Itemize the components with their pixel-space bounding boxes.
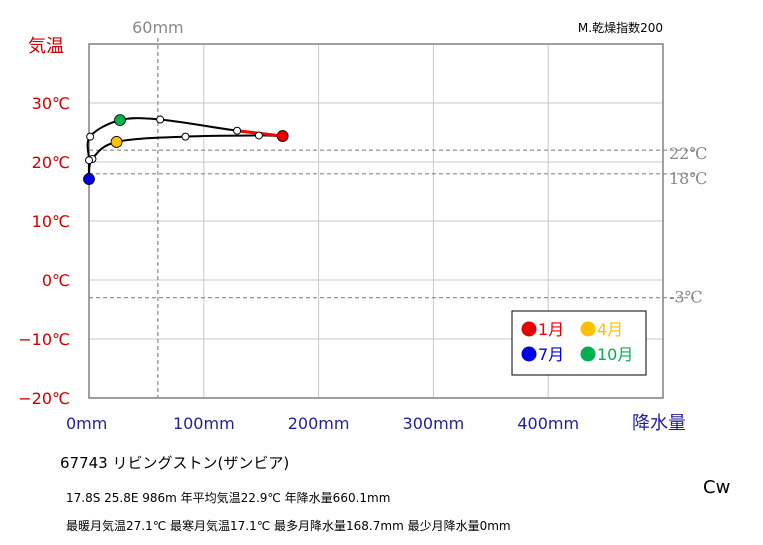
station-stats-line2: 最暖月気温27.1℃ 最寒月気温17.1℃ 最多月降水量168.7mm 最少月降…	[66, 519, 511, 533]
highlight-point	[114, 114, 126, 127]
ref-label-temp: 18℃	[669, 169, 707, 188]
month-point	[181, 132, 190, 141]
axis-labels: −20℃ −10℃ 0℃ 10℃ 20℃ 30℃ 0mm 100mm 200mm 300mm 400…	[18, 20, 686, 434]
y-axis-title: 気温	[28, 36, 64, 57]
reference-lines: 60mm 22℃ 18℃ -3℃	[89, 18, 707, 398]
station-stats-line1: 17.8S 25.8E 986m 年平均気温22.9℃ 年降水量660.1mm	[66, 491, 391, 505]
legend-marker	[580, 346, 596, 362]
climate-class: Cw	[703, 477, 731, 498]
legend-box	[511, 310, 647, 376]
ref-label-temp: 22℃	[669, 144, 707, 163]
legend-marker	[521, 321, 537, 337]
station-name: 67743 リビングストン(ザンビア)	[60, 454, 290, 472]
climograph-curve	[83, 114, 289, 186]
x-tick-label: 200mm	[288, 414, 350, 433]
x-axis-title: 降水量	[632, 413, 686, 434]
y-tick-label: 10℃	[32, 212, 70, 231]
legend-label: 7月	[538, 345, 564, 364]
legend-label: 10月	[597, 345, 633, 364]
y-tick-label: −10℃	[18, 330, 70, 349]
y-tick-label: 0℃	[42, 271, 70, 290]
legend: 1月 4月 7月 10月	[511, 310, 647, 376]
x-tick-label: 400mm	[517, 414, 579, 433]
grid	[88, 43, 664, 399]
x-tick-label: 0mm	[66, 414, 107, 433]
highlight-point	[83, 173, 95, 186]
highlight-point	[276, 130, 289, 142]
x-tick-label: 300mm	[403, 414, 465, 433]
month-point	[254, 131, 263, 140]
x-tick-label: 100mm	[173, 414, 235, 433]
legend-label: 4月	[597, 320, 623, 339]
y-tick-label: 30℃	[32, 94, 70, 113]
month-point	[233, 126, 242, 135]
y-tick-label: 20℃	[32, 153, 70, 172]
aridity-index-label: M.乾燥指数200	[578, 20, 663, 35]
legend-label: 1月	[538, 320, 564, 339]
legend-marker	[521, 346, 537, 362]
ref-label-precip: 60mm	[132, 18, 184, 37]
legend-marker	[580, 321, 596, 337]
highlight-point	[110, 136, 123, 148]
month-point	[156, 115, 165, 124]
plot-border	[88, 43, 664, 399]
month-point	[85, 156, 93, 165]
month-point	[86, 132, 95, 141]
y-tick-label: −20℃	[18, 389, 70, 408]
ref-label-temp: -3℃	[669, 288, 702, 307]
